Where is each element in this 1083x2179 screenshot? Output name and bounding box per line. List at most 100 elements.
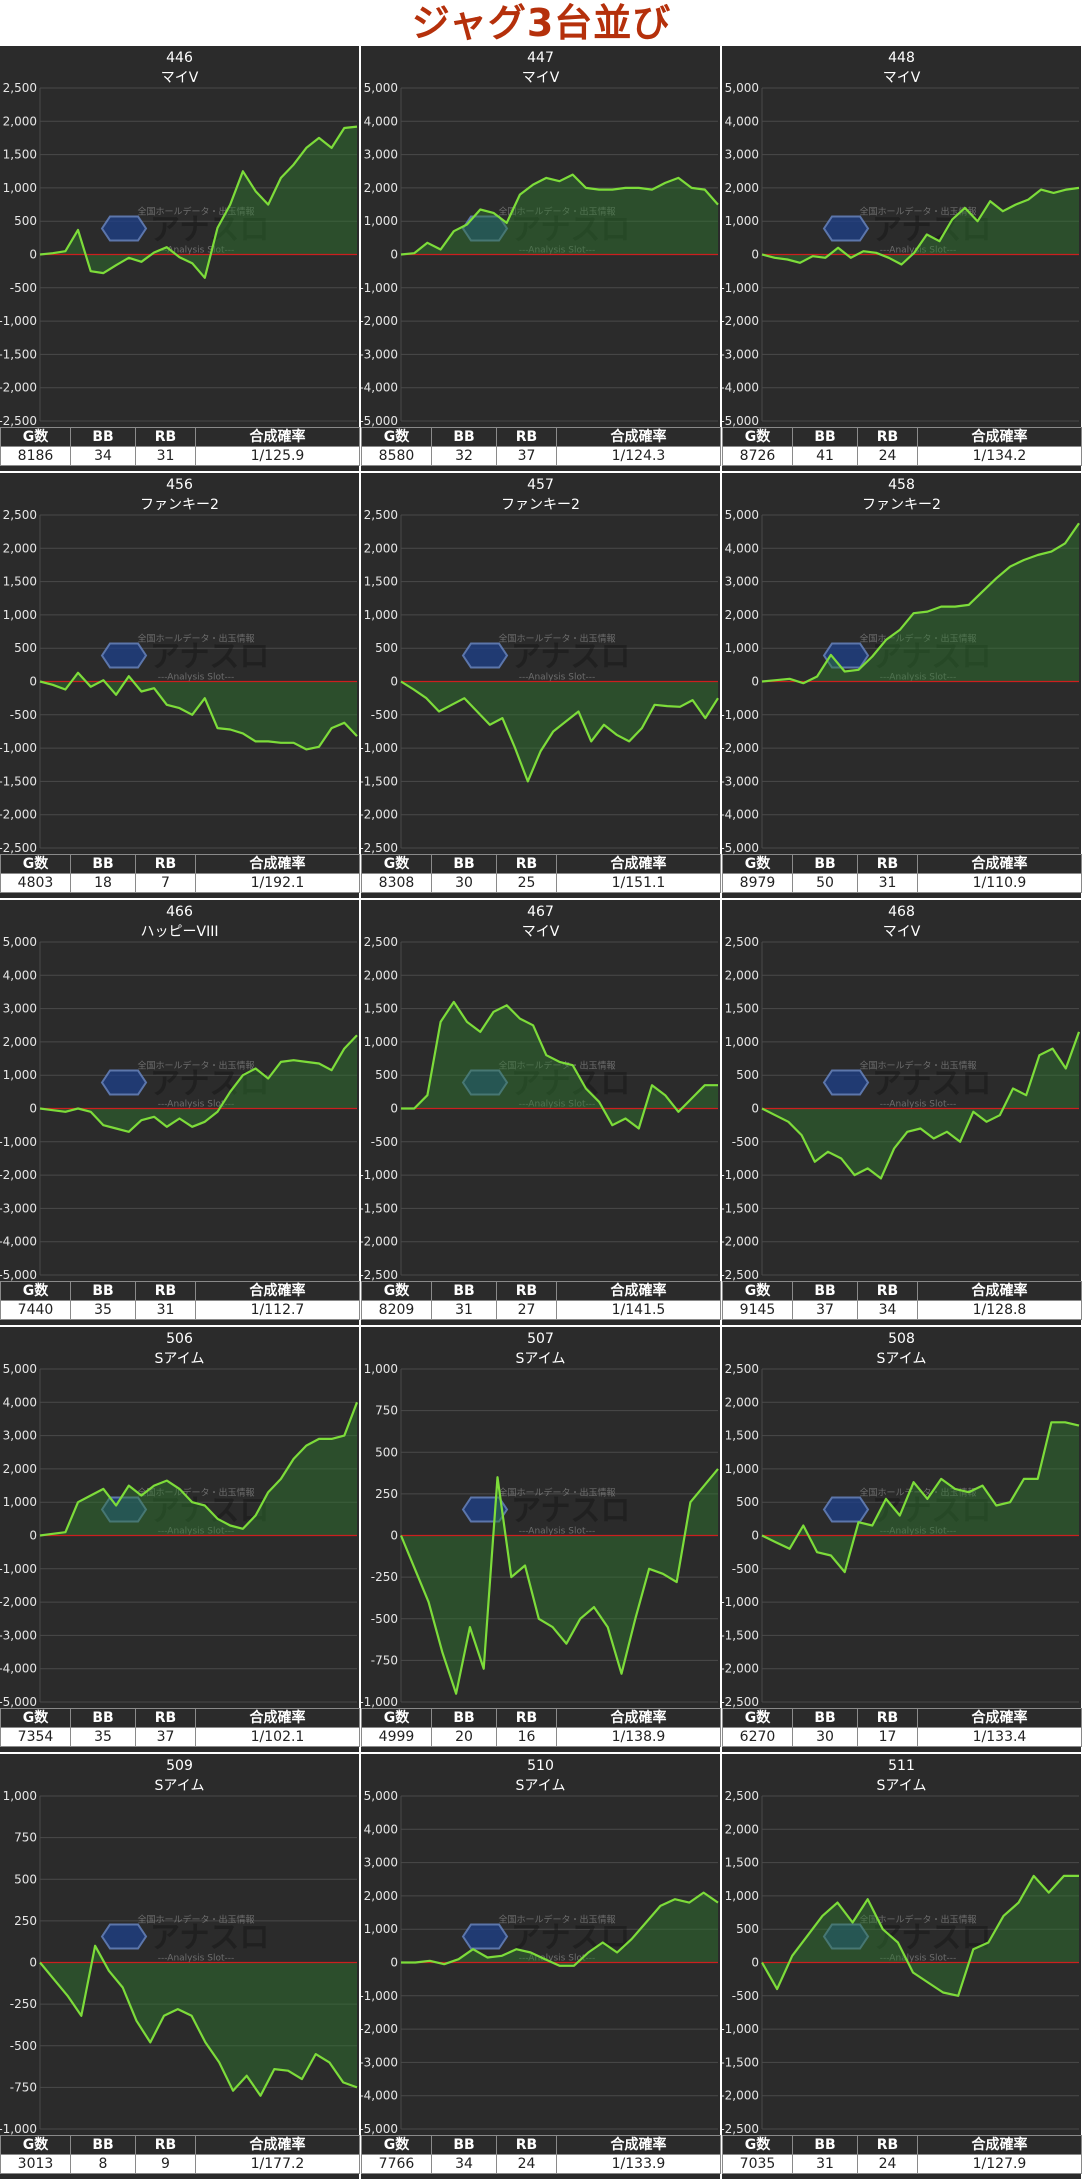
svg-text:---Analysis Slot---: ---Analysis Slot--- [158,246,234,256]
machine-name: Sアイム [515,1351,566,1367]
y-tick-label: 0 [29,1529,37,1543]
series-line [39,1034,358,1133]
machine-number: 507 [527,1331,554,1347]
machine-name: ファンキー2 [862,497,941,513]
svg-text:アナスロ: アナスロ [872,1067,991,1102]
y-tick-label: 2,000 [3,114,37,128]
area-fill [40,672,357,750]
y-tick-label: 1,000 [364,1035,398,1049]
chart-panel: 5,000 4,000 3,000 2,000 1,000 0 -1,000 -2,000 -3… [0,900,360,1325]
y-tick-label: 1,500 [3,148,37,162]
y-tick-label: 4,000 [725,114,759,128]
y-tick-label: -1,000 [361,281,398,295]
watermark-logo: アナスロ---Analysis Slot--- 全国ホールデータ・出玉情報 [461,1487,630,1537]
y-tick-label: -500 [371,1135,398,1149]
y-tick-label: -500 [371,1612,398,1626]
y-tick-label: -500 [10,708,37,722]
svg-text:---Analysis Slot---: ---Analysis Slot--- [158,1954,234,1964]
y-tick-label: 2,000 [364,1889,398,1903]
y-tick-label: 2,500 [725,1362,759,1376]
value-rb: 37 [135,1727,196,1747]
line-chart: 2,500 2,000 1,500 1,000 500 0 -500 -1,000 -1,500… [361,508,719,855]
y-tick-label: -2,500 [0,414,37,428]
machine-number: 466 [166,904,193,920]
y-tick-label: -1,000 [722,1168,759,1182]
machine-number: 509 [166,1758,193,1774]
y-tick-label: -2,500 [722,1695,759,1709]
y-tick-label: 1,000 [725,1462,759,1476]
header-prob: 合成確率 [195,2135,360,2155]
area-fill [401,1001,718,1129]
y-tick-label: 500 [736,1922,759,1936]
line-chart: 5,000 4,000 3,000 2,000 1,000 0 -1,000 -2,000 -3… [0,935,358,1282]
y-tick-label: -250 [371,1570,398,1584]
y-tick-label: 1,000 [725,1889,759,1903]
header-rb: RB [857,1708,918,1728]
y-tick-label: 4,000 [364,1822,398,1836]
machine-name: Sアイム [515,1778,566,1794]
area-fill [762,1031,1079,1179]
y-tick-label: 2,000 [3,541,37,555]
page-title: ジャグ3台並び [411,1,672,45]
chart-panel: 5,000 4,000 3,000 2,000 1,000 0 -1,000 -2,000 -3… [361,46,721,471]
y-tick-label: -2,000 [722,741,759,755]
y-tick-label: -3,000 [0,1201,37,1215]
y-tick-label: 2,500 [364,935,398,949]
header-bb: BB [431,1708,497,1728]
y-tick-label: 750 [375,1404,398,1418]
machine-number: 511 [888,1758,915,1774]
y-tick-label: -2,500 [722,1268,759,1282]
line-chart: 1,000 750 500 250 0 -250 -500 -750 -1,000 アナスロ---… [361,1362,719,1709]
series-line [761,522,1080,685]
svg-text:アナスロ: アナスロ [511,640,630,675]
value-prob: 1/102.1 [195,1727,360,1747]
stats-table: G数 BB RB 合成確率 8186 34 31 1/125.9 [0,427,360,466]
y-tick-label: -4,000 [0,1662,37,1676]
y-tick-label: -2,000 [361,808,398,822]
line-chart: 2,500 2,000 1,500 1,000 500 0 -500 -1,000 -1,500… [0,81,358,428]
y-tick-label: -500 [732,1562,759,1576]
y-tick-label: 500 [375,641,398,655]
y-tick-label: -1,000 [0,314,37,328]
area-fill [762,1875,1079,1996]
svg-text:全国ホールデータ・出玉情報: 全国ホールデータ・出玉情報 [859,1060,976,1072]
header-rb: RB [135,427,196,447]
line-chart: 5,000 4,000 3,000 2,000 1,000 0 -1,000 -2,000 -3… [722,81,1080,428]
svg-text:全国ホールデータ・出玉情報: 全国ホールデータ・出玉情報 [859,633,976,645]
y-tick-label: -750 [10,2080,37,2094]
svg-text:全国ホールデータ・出玉情報: 全国ホールデータ・出玉情報 [498,1060,615,1072]
area-fill [401,681,718,782]
header-rb: RB [496,2135,557,2155]
y-tick-label: -1,500 [361,1201,398,1215]
y-tick-label: 500 [14,1872,37,1886]
stats-table: G数 BB RB 合成確率 8979 50 31 1/110.9 [722,854,1082,893]
series-line [401,1891,719,1967]
header-bb: BB [70,2135,136,2155]
area-fill [401,174,718,255]
value-bb: 8 [70,2154,136,2174]
y-tick-label: -1,500 [0,347,37,361]
header-bb: BB [792,427,858,447]
header-games: G数 [0,2135,71,2155]
watermark-logo: アナスロ---Analysis Slot--- 全国ホールデータ・出玉情報 [461,1914,630,1964]
machine-number: 448 [888,50,915,66]
svg-text:---Analysis Slot---: ---Analysis Slot--- [880,673,956,683]
y-tick-label: 1,000 [725,214,759,228]
y-tick-label: -1,500 [361,774,398,788]
value-rb: 27 [496,1300,557,1320]
svg-text:---Analysis Slot---: ---Analysis Slot--- [158,1100,234,1110]
value-prob: 1/133.9 [556,2154,721,2174]
value-rb: 7 [135,873,196,893]
y-tick-label: 0 [751,248,759,262]
stats-table: G数 BB RB 合成確率 8209 31 27 1/141.5 [361,1281,721,1320]
machine-name: Sアイム [154,1778,205,1794]
value-bb: 37 [792,1300,858,1320]
value-games: 8308 [361,873,432,893]
y-tick-label: -2,000 [361,1235,398,1249]
value-games: 7035 [722,2154,793,2174]
line-chart: 2,500 2,000 1,500 1,000 500 0 -500 -1,000 -1,500… [722,935,1081,1282]
y-tick-label: -2,000 [0,1168,37,1182]
stats-table: G数 BB RB 合成確率 7035 31 24 1/127.9 [722,2135,1082,2174]
y-tick-label: 1,000 [725,1035,759,1049]
svg-text:全国ホールデータ・出玉情報: 全国ホールデータ・出玉情報 [137,1060,254,1072]
